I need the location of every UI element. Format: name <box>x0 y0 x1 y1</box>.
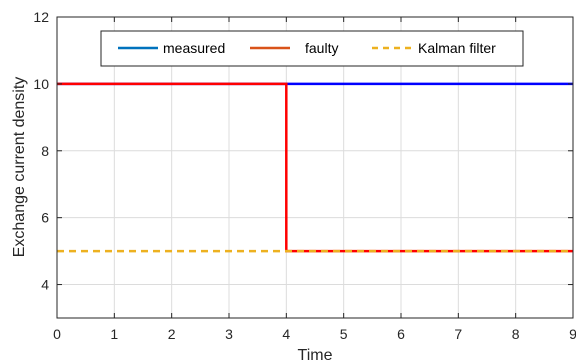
legend-box <box>100 30 524 67</box>
x-tick-label: 0 <box>53 326 61 342</box>
tick-marks <box>56 16 574 318</box>
plot-area <box>57 17 573 318</box>
x-axis-label: Time <box>298 347 333 363</box>
x-tick-label: 5 <box>340 326 348 342</box>
x-tick-label: 2 <box>168 326 176 342</box>
y-tick-label: 12 <box>33 9 49 25</box>
x-tick-label: 7 <box>454 326 462 342</box>
y-tick-label: 6 <box>41 210 49 226</box>
x-tick-label: 3 <box>225 326 233 342</box>
x-tick-label: 6 <box>397 326 405 342</box>
legend-label-kalman-filter: Kalman filter <box>418 40 496 56</box>
x-tick-label: 9 <box>569 326 576 342</box>
legend-label-faulty: faulty <box>305 40 338 56</box>
x-tick-label: 8 <box>512 326 520 342</box>
x-tick-label: 4 <box>282 326 290 342</box>
y-axis-label: Exchange current density <box>11 77 28 258</box>
axes-box <box>56 16 574 319</box>
x-tick-label: 1 <box>110 326 118 342</box>
legend-label-measured: measured <box>163 40 225 56</box>
y-tick-label: 8 <box>41 143 49 159</box>
series-layer <box>57 82 573 253</box>
y-tick-label: 4 <box>41 277 49 293</box>
legend: measured faulty Kalman filter <box>100 30 524 67</box>
y-tick-label: 10 <box>33 76 49 92</box>
